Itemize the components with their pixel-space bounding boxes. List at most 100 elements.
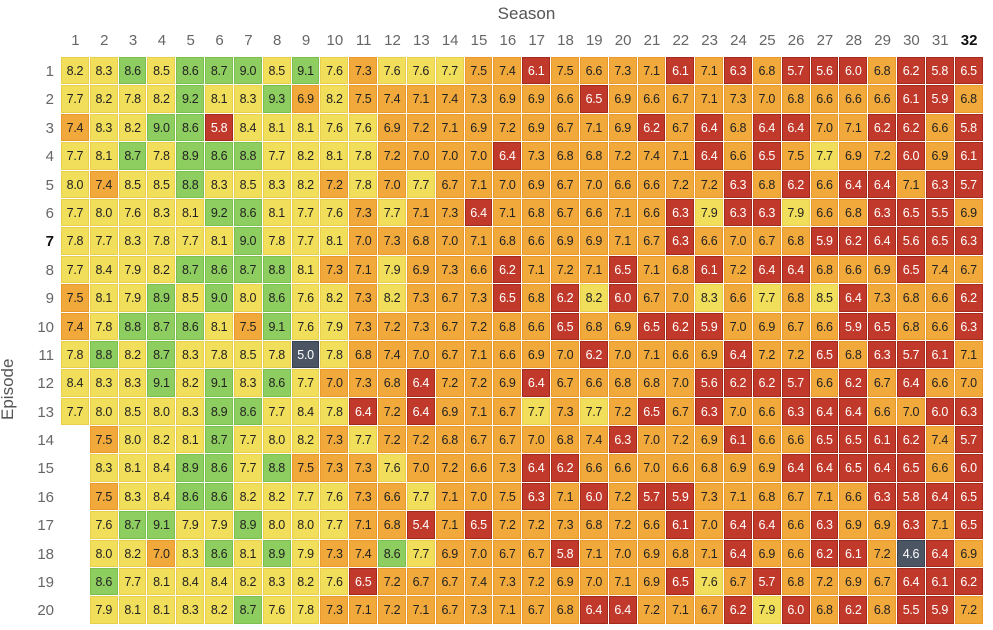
episode-label: 11 (38, 346, 54, 364)
heatmap-cell: 6.0 (897, 142, 925, 170)
heatmap-cell: 7.7 (118, 568, 147, 596)
heatmap-cell: 7.3 (551, 397, 579, 426)
episode-label: 4 (45, 148, 54, 166)
season-label: 16 (499, 32, 517, 49)
heatmap-cell: 6.8 (608, 369, 637, 397)
heatmap-cell: 7.2 (608, 482, 637, 511)
heatmap-cell: 6.6 (464, 255, 493, 284)
heatmap-cell: 6.1 (868, 426, 897, 454)
heatmap-cell: 8.5 (810, 284, 839, 312)
heatmap-cell: 8.8 (262, 255, 291, 284)
episode-label: 20 (37, 602, 54, 620)
heatmap-cell: 6.4 (839, 284, 868, 312)
heatmap-cell: 6.6 (868, 397, 897, 426)
heatmap-cell: 7.4 (579, 426, 608, 454)
heatmap-cell: 6.7 (637, 284, 666, 312)
heatmap-cell: 9.0 (233, 227, 262, 255)
heatmap-cell: 6.3 (695, 397, 724, 426)
heatmap-cell: 6.6 (579, 369, 608, 397)
heatmap-cell: 7.2 (666, 170, 695, 198)
heatmap-cell: 6.2 (897, 57, 925, 85)
season-label: 1 (71, 32, 80, 49)
heatmap-cell: 7.7 (262, 397, 291, 426)
heatmap-cell: 7.0 (406, 454, 435, 482)
heatmap-cell: 6.3 (666, 227, 695, 255)
heatmap-cell: 7.1 (464, 170, 493, 198)
heatmap-cell: 6.4 (724, 340, 752, 369)
episode-label: 3 (45, 119, 54, 137)
heatmap-cell: 8.1 (291, 255, 320, 284)
heatmap-cell: 8.1 (320, 142, 349, 170)
heatmap-cell: 9.3 (262, 85, 291, 113)
heatmap-cell: 5.9 (925, 85, 954, 113)
heatmap-cell: 8.6 (378, 539, 406, 568)
heatmap-cell: 7.2 (378, 397, 406, 426)
heatmap-cell: 7.2 (724, 255, 752, 284)
heatmap-cell: 6.7 (406, 568, 435, 596)
heatmap-cell: 6.2 (551, 284, 579, 312)
heatmap-cell: 7.0 (608, 340, 637, 369)
heatmap-cell: 5.7 (781, 369, 810, 397)
heatmap-cell: 7.6 (320, 198, 349, 227)
heatmap-cell: 8.3 (176, 596, 205, 624)
heatmap-cell: 7.3 (464, 85, 493, 113)
heatmap-cell: 7.0 (464, 539, 493, 568)
heatmap-cell: 6.3 (752, 198, 781, 227)
heatmap-cell: 7.8 (147, 227, 176, 255)
heatmap-cell: 7.1 (406, 85, 435, 113)
heatmap-cell: 6.7 (868, 568, 897, 596)
heatmap-cell: 6.6 (666, 340, 695, 369)
heatmap-row: 7.5 8.0 8.2 8.1 8.7 7.7 8.0 8.2 7.3 7.7 7.2 7.2 6.8 6… (61, 426, 984, 454)
heatmap-cell: 7.3 (868, 284, 897, 312)
heatmap-cell: 6.5 (349, 568, 378, 596)
y-axis-tick-labels: 1 2 3 4 5 6 7 8 9 10 11 12 13 14 15 16 17 18 19 20 (30, 58, 54, 626)
heatmap-cell: 6.6 (752, 426, 781, 454)
heatmap-cell: 7.0 (464, 482, 493, 511)
heatmap-cell: 5.7 (954, 426, 983, 454)
heatmap-cell: 6.6 (579, 198, 608, 227)
heatmap-cell: 8.0 (147, 397, 176, 426)
heatmap-cell: 7.5 (89, 482, 118, 511)
heatmap-cell: 8.3 (118, 369, 147, 397)
heatmap-cell: 8.6 (176, 482, 205, 511)
heatmap-cell: 6.0 (839, 57, 868, 85)
heatmap-cell: 6.8 (579, 142, 608, 170)
heatmap-cell: 6.4 (493, 142, 522, 170)
heatmap-cell: 7.0 (464, 142, 493, 170)
season-label: 31 (931, 32, 949, 49)
heatmap-cell: 7.2 (868, 142, 897, 170)
heatmap-cell: 6.6 (810, 85, 839, 113)
heatmap-cell: 7.0 (666, 369, 695, 397)
x-axis-tick-labels: 1 2 3 4 5 6 7 8 9 10 11 12 13 14 15 16 17 18 19 20 21 22 23 24 2… (61, 32, 984, 49)
heatmap-cell: 6.9 (695, 340, 724, 369)
heatmap-cell: 6.8 (839, 340, 868, 369)
heatmap-cell: 6.7 (868, 369, 897, 397)
season-label: 30 (903, 32, 920, 49)
heatmap-cell: 8.2 (291, 426, 320, 454)
heatmap-cell: 6.9 (925, 142, 954, 170)
heatmap-cell: 8.5 (176, 284, 205, 312)
heatmap-cell: 7.1 (954, 340, 983, 369)
heatmap-cell: 7.0 (493, 170, 522, 198)
heatmap-cell: 8.1 (176, 198, 205, 227)
heatmap-cell: 7.6 (378, 57, 406, 85)
season-label: 26 (787, 32, 805, 49)
heatmap-cell: 8.9 (176, 454, 205, 482)
heatmap-cell: 7.2 (868, 539, 897, 568)
heatmap-cell: 6.8 (695, 454, 724, 482)
heatmap-cell: 7.0 (608, 539, 637, 568)
heatmap-cell: 6.8 (349, 340, 378, 369)
heatmap-cell: 7.1 (608, 227, 637, 255)
heatmap-cell: 8.3 (205, 170, 233, 198)
heatmap-cell: 6.8 (781, 568, 810, 596)
heatmap-cell: 7.5 (89, 426, 118, 454)
heatmap-cell: 7.6 (320, 113, 349, 142)
season-label: 2 (100, 32, 109, 49)
heatmap-cell: 8.2 (61, 57, 89, 85)
heatmap-cell: 7.1 (464, 397, 493, 426)
heatmap-cell: 8.5 (233, 170, 262, 198)
heatmap-cell: 8.3 (176, 397, 205, 426)
heatmap-cell: 7.1 (349, 255, 378, 284)
heatmap-cell: 7.3 (349, 57, 378, 85)
heatmap-cell: 6.5 (954, 482, 983, 511)
